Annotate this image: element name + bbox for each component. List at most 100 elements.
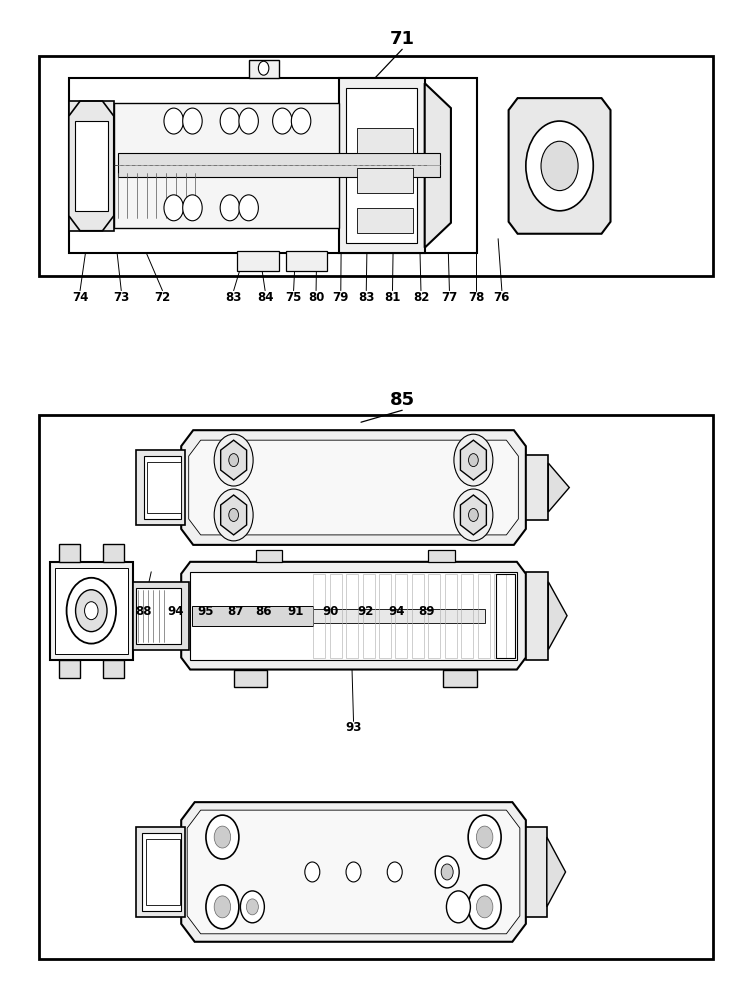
Text: 88: 88	[135, 605, 152, 618]
Polygon shape	[460, 440, 487, 480]
Circle shape	[241, 891, 265, 923]
Polygon shape	[508, 98, 611, 234]
Circle shape	[214, 434, 253, 486]
Bar	[136, 827, 185, 917]
Bar	[117, 153, 440, 177]
Bar	[193, 606, 313, 626]
Text: 76: 76	[493, 291, 510, 304]
Bar	[102, 544, 123, 562]
Polygon shape	[181, 430, 526, 545]
Circle shape	[206, 885, 239, 929]
Text: 75: 75	[286, 291, 302, 304]
Bar	[144, 456, 181, 519]
Bar	[238, 251, 278, 271]
Circle shape	[291, 108, 311, 134]
Bar	[132, 582, 189, 650]
Bar	[256, 550, 282, 562]
Bar	[329, 574, 341, 658]
Bar	[59, 544, 80, 562]
Bar	[478, 574, 490, 658]
Polygon shape	[547, 837, 566, 907]
Bar	[494, 574, 506, 658]
Polygon shape	[548, 582, 567, 650]
Bar	[142, 833, 181, 911]
Circle shape	[247, 899, 259, 915]
Circle shape	[164, 108, 183, 134]
Circle shape	[468, 815, 501, 859]
Bar	[59, 660, 80, 678]
Polygon shape	[181, 562, 526, 670]
Text: 81: 81	[384, 291, 401, 304]
Bar	[429, 574, 441, 658]
Bar	[102, 660, 123, 678]
Text: 95: 95	[197, 605, 214, 618]
Polygon shape	[187, 810, 520, 934]
Bar	[136, 450, 185, 525]
Text: 83: 83	[226, 291, 242, 304]
Circle shape	[468, 508, 478, 521]
Circle shape	[214, 489, 253, 541]
Text: 72: 72	[154, 291, 171, 304]
Text: 77: 77	[441, 291, 457, 304]
Bar	[39, 56, 713, 276]
Text: 78: 78	[468, 291, 484, 304]
Bar	[234, 670, 268, 687]
Text: 73: 73	[113, 291, 129, 304]
Bar	[286, 251, 327, 271]
Circle shape	[454, 434, 493, 486]
Text: 90: 90	[323, 605, 339, 618]
Circle shape	[541, 141, 578, 191]
Text: 80: 80	[308, 291, 324, 304]
Text: 86: 86	[256, 605, 272, 618]
Text: 83: 83	[358, 291, 374, 304]
Circle shape	[259, 61, 269, 75]
Text: 85: 85	[390, 391, 415, 409]
Circle shape	[387, 862, 402, 882]
Circle shape	[477, 896, 493, 918]
Circle shape	[84, 602, 98, 620]
Text: 82: 82	[413, 291, 429, 304]
Circle shape	[273, 108, 292, 134]
Bar	[39, 415, 713, 959]
Polygon shape	[425, 83, 451, 248]
Text: 94: 94	[167, 605, 183, 618]
Text: 84: 84	[257, 291, 274, 304]
Bar	[74, 121, 108, 211]
Bar	[362, 574, 374, 658]
Circle shape	[239, 195, 259, 221]
Bar	[526, 455, 548, 520]
Circle shape	[441, 864, 453, 880]
Bar	[249, 60, 278, 78]
Bar	[444, 670, 478, 687]
Bar	[55, 568, 128, 654]
Circle shape	[447, 891, 471, 923]
Text: 87: 87	[228, 605, 244, 618]
Circle shape	[214, 896, 231, 918]
Bar	[526, 827, 547, 917]
Circle shape	[468, 454, 478, 467]
Polygon shape	[181, 802, 526, 942]
Bar	[147, 462, 181, 513]
Bar	[69, 101, 114, 231]
Bar	[114, 103, 338, 228]
Bar	[357, 168, 414, 193]
Bar	[50, 562, 132, 660]
Bar	[496, 574, 514, 658]
Circle shape	[220, 195, 240, 221]
Polygon shape	[189, 440, 518, 535]
Text: 74: 74	[72, 291, 88, 304]
Bar	[445, 574, 457, 658]
Circle shape	[67, 578, 116, 644]
Circle shape	[346, 862, 361, 882]
Bar	[357, 128, 414, 153]
Circle shape	[526, 121, 593, 211]
Circle shape	[454, 489, 493, 541]
Text: 94: 94	[388, 605, 405, 618]
Circle shape	[183, 108, 202, 134]
Circle shape	[206, 815, 239, 859]
Bar	[412, 574, 424, 658]
Circle shape	[239, 108, 259, 134]
Polygon shape	[220, 495, 247, 535]
Bar	[346, 88, 417, 243]
Circle shape	[183, 195, 202, 221]
